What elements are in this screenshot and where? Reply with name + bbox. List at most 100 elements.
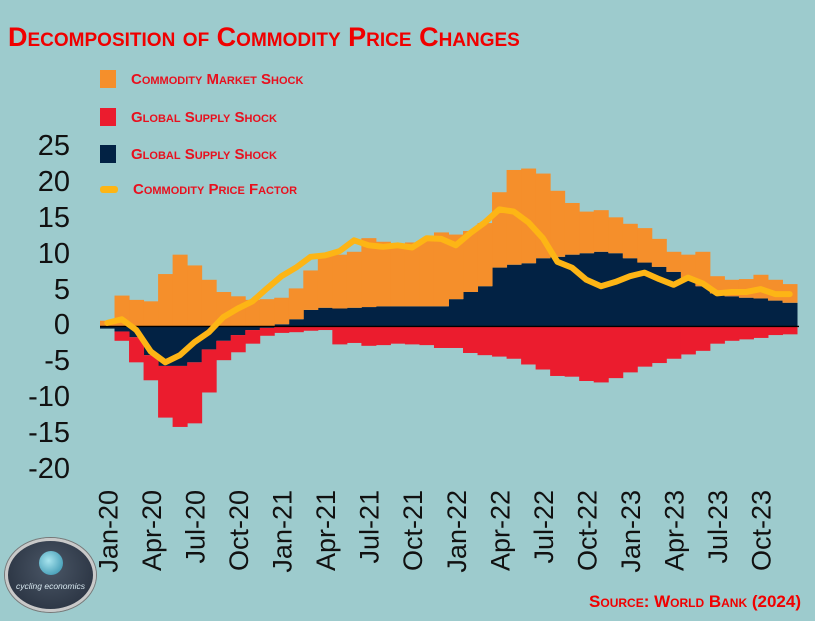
bar-orange <box>201 279 217 327</box>
bar-red <box>433 326 449 348</box>
bar-red <box>463 326 479 354</box>
bar-orange <box>245 299 261 327</box>
bar-navy <box>245 326 261 331</box>
bar-red <box>680 326 696 355</box>
bar-red <box>782 326 798 335</box>
x-tick-label: Jan-21 <box>268 490 298 573</box>
legend-swatch-navy <box>100 145 116 163</box>
bar-red <box>448 326 464 348</box>
series-navy-bars <box>100 251 798 366</box>
bar-navy <box>492 267 508 327</box>
bar-red <box>346 326 362 343</box>
bar-red <box>550 326 566 376</box>
legend-item-commodity-market-shock: Commodity Market Shock <box>100 70 303 88</box>
bar-red <box>332 326 348 345</box>
bar-navy <box>709 293 725 327</box>
x-tick-label: Apr-21 <box>311 490 341 571</box>
bar-red <box>666 326 682 359</box>
bar-navy <box>477 286 493 327</box>
bar-navy <box>274 324 290 327</box>
bar-navy <box>448 299 464 327</box>
bar-orange <box>361 238 377 308</box>
bar-red <box>303 326 319 331</box>
bar-red <box>172 365 188 427</box>
chart-title: Decomposition of Commodity Price Changes <box>8 22 520 52</box>
bar-red <box>288 326 304 333</box>
bar-navy <box>259 326 275 328</box>
bar-orange <box>419 240 435 307</box>
x-tick-label: Apr-22 <box>485 490 515 571</box>
bar-orange <box>680 254 696 280</box>
bar-red <box>724 326 740 341</box>
y-tick-label: 25 <box>37 130 70 162</box>
bar-navy <box>332 308 348 327</box>
legend-item-global-supply-shock-navy: Global Supply Shock <box>100 145 277 163</box>
bar-navy <box>782 302 798 327</box>
bar-orange <box>477 223 493 287</box>
bar-navy <box>506 264 522 327</box>
bar-red <box>390 326 406 344</box>
x-axis-labels: Jan-20 Apr-20 Jul-20 Oct-20 Jan-21 Apr-21 Jul-… <box>93 490 776 573</box>
bar-red <box>201 349 217 393</box>
bar-navy <box>288 319 304 327</box>
y-tick-label: 10 <box>37 237 70 270</box>
bar-red <box>158 365 174 418</box>
bar-red <box>637 326 653 367</box>
bar-orange <box>274 297 290 325</box>
bar-navy <box>404 306 420 327</box>
bar-red <box>709 326 725 344</box>
bar-red <box>535 326 551 370</box>
bar-orange <box>521 168 537 264</box>
bar-orange <box>622 223 638 259</box>
bar-orange <box>303 270 319 310</box>
bar-navy <box>433 306 449 327</box>
legend-label: Commodity Price Factor <box>133 181 298 198</box>
bar-orange <box>492 192 508 268</box>
bar-navy <box>419 306 435 327</box>
bar-orange <box>593 210 609 252</box>
bar-navy <box>114 326 130 332</box>
cycling-economics-logo: cycling economics <box>5 538 96 612</box>
globe-cyclists-icon <box>39 551 63 575</box>
series-red-bars <box>114 326 798 427</box>
legend-swatch-red <box>100 108 116 126</box>
bar-orange <box>433 232 449 307</box>
bar-orange <box>172 254 188 327</box>
bar-navy <box>521 263 537 327</box>
bar-red <box>274 326 290 333</box>
bar-navy <box>680 279 696 327</box>
bar-red <box>230 335 246 353</box>
bar-orange <box>608 217 624 254</box>
bar-navy <box>738 297 754 327</box>
x-tick-label: Jan-20 <box>93 490 123 573</box>
x-tick-label: Jul-20 <box>180 490 210 564</box>
bar-red <box>767 326 783 336</box>
legend-label: Commodity Market Shock <box>131 70 304 88</box>
bar-red <box>608 326 624 379</box>
bar-orange <box>158 274 174 327</box>
x-tick-label: Jul-21 <box>355 490 385 564</box>
y-tick-label: 20 <box>37 165 70 198</box>
bar-orange <box>666 251 682 272</box>
legend-swatch-orange <box>100 70 116 88</box>
bar-navy <box>216 326 232 341</box>
bar-red <box>375 326 391 346</box>
y-tick-label: 0 <box>53 309 70 342</box>
bar-navy <box>317 307 333 327</box>
legend-line-swatch <box>100 186 118 193</box>
bar-red <box>564 326 580 377</box>
bar-red <box>129 337 145 363</box>
x-tick-label: Jan-22 <box>442 490 472 573</box>
bar-navy <box>753 298 769 327</box>
bar-navy <box>375 306 391 327</box>
bar-navy <box>535 258 551 327</box>
bar-navy <box>767 300 783 327</box>
bar-orange <box>390 243 406 307</box>
y-tick-label: -15 <box>28 417 70 450</box>
bar-orange <box>288 288 304 320</box>
bar-navy <box>550 256 566 327</box>
legend-label: Global Supply Shock <box>131 145 277 163</box>
bar-red <box>492 326 508 357</box>
bar-orange <box>259 299 275 327</box>
bar-navy <box>346 307 362 327</box>
